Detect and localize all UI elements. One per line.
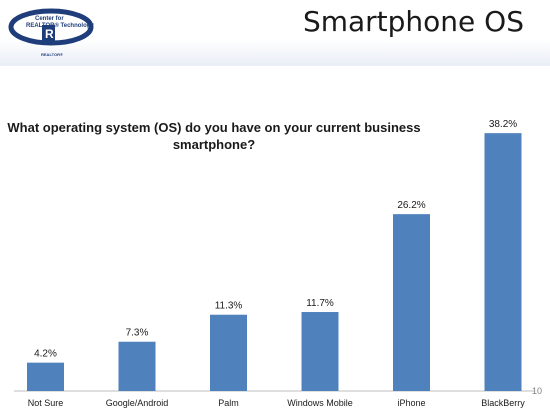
- category-tick-label: Not Sure: [28, 398, 64, 408]
- category-tick-label: Windows Mobile: [287, 398, 353, 408]
- slide-header-band: [0, 0, 550, 66]
- data-label: 4.2%: [34, 349, 57, 360]
- bar: [484, 133, 522, 391]
- bar: [118, 341, 156, 391]
- category-tick-label: iPhone: [397, 398, 425, 408]
- page-number: 10: [531, 386, 542, 396]
- logo-realtor-badge: REALTOR®: [41, 52, 63, 57]
- data-label: 38.2%: [489, 119, 517, 130]
- bar: [27, 362, 64, 391]
- realtor-r-logo-icon: R: [8, 8, 94, 46]
- category-tick-label: BlackBerry: [481, 398, 525, 408]
- category-tick-label: Google/Android: [106, 398, 169, 408]
- chart-title: What operating system (OS) do you have o…: [7, 120, 421, 152]
- logo-text-line2: REALTOR® Technology: [26, 23, 94, 29]
- center-for-realtor-technology-logo: R Center for REALTOR® Technology REALTOR…: [8, 6, 98, 58]
- data-label: 11.7%: [306, 298, 334, 309]
- data-label: 26.2%: [397, 200, 425, 211]
- bar: [210, 314, 247, 391]
- slide-title: Smartphone OS: [302, 5, 524, 38]
- svg-text:R: R: [45, 27, 54, 41]
- category-tick-label: Palm: [218, 398, 239, 408]
- data-label: 11.3%: [215, 301, 243, 312]
- bar: [301, 312, 339, 391]
- logo-text-line1: Center for: [35, 16, 64, 22]
- bar: [393, 214, 430, 391]
- data-label: 7.3%: [126, 328, 149, 339]
